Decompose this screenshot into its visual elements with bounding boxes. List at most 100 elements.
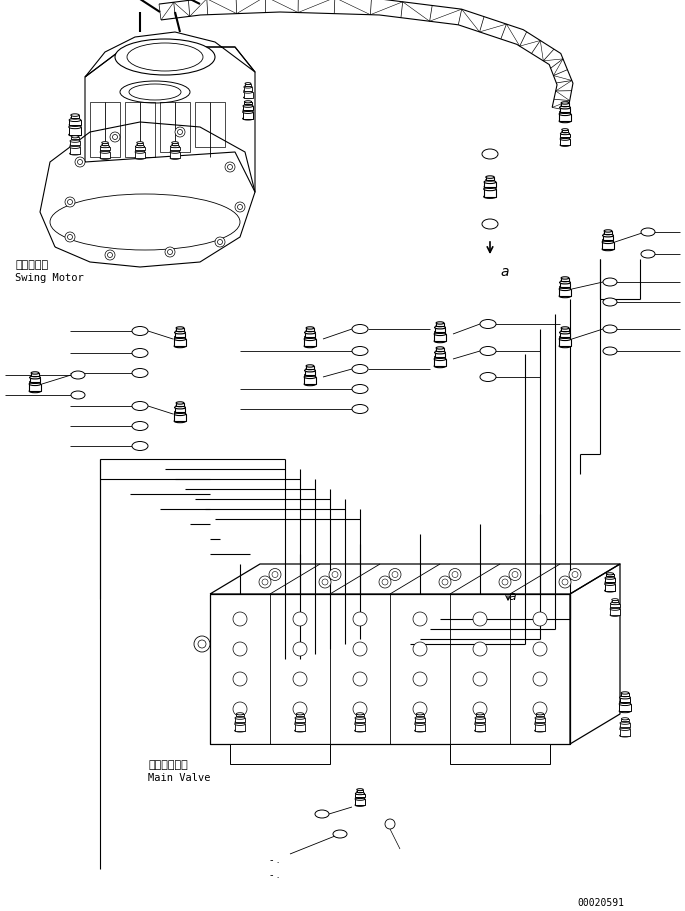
Ellipse shape — [436, 325, 444, 327]
Ellipse shape — [235, 722, 245, 723]
Ellipse shape — [434, 332, 445, 334]
Bar — [71, 138, 79, 140]
Bar — [137, 144, 143, 146]
Ellipse shape — [31, 375, 39, 377]
Ellipse shape — [243, 97, 253, 99]
Ellipse shape — [297, 713, 303, 715]
Circle shape — [259, 577, 271, 589]
Ellipse shape — [486, 179, 494, 182]
Bar — [136, 148, 145, 151]
Ellipse shape — [356, 793, 364, 794]
Ellipse shape — [619, 710, 631, 713]
Ellipse shape — [174, 413, 186, 416]
Ellipse shape — [415, 717, 425, 720]
Ellipse shape — [620, 734, 630, 737]
Ellipse shape — [561, 280, 569, 282]
Ellipse shape — [171, 146, 179, 148]
Bar — [160, 103, 190, 153]
Ellipse shape — [243, 106, 253, 108]
Bar — [434, 334, 446, 342]
Ellipse shape — [352, 347, 368, 356]
Ellipse shape — [174, 338, 186, 342]
Ellipse shape — [352, 325, 368, 334]
Bar — [621, 693, 629, 696]
Ellipse shape — [356, 713, 364, 715]
Ellipse shape — [137, 145, 143, 147]
Circle shape — [353, 642, 367, 656]
Circle shape — [509, 568, 521, 581]
Bar — [484, 183, 496, 188]
Bar — [561, 329, 569, 332]
Circle shape — [272, 572, 278, 578]
Bar — [434, 353, 445, 358]
Ellipse shape — [416, 713, 423, 715]
Ellipse shape — [127, 44, 203, 72]
Circle shape — [293, 612, 307, 627]
Ellipse shape — [535, 722, 545, 723]
Bar — [101, 144, 108, 146]
Ellipse shape — [136, 146, 145, 148]
Bar — [135, 153, 145, 159]
Circle shape — [533, 642, 547, 656]
Bar — [235, 718, 245, 722]
Bar — [172, 144, 178, 146]
Ellipse shape — [245, 104, 251, 107]
Ellipse shape — [172, 142, 178, 145]
Ellipse shape — [560, 107, 571, 110]
Bar — [195, 103, 225, 148]
Ellipse shape — [235, 717, 245, 720]
Bar — [101, 148, 110, 151]
Ellipse shape — [484, 188, 497, 191]
Ellipse shape — [606, 576, 614, 578]
Bar — [171, 148, 179, 151]
Ellipse shape — [101, 142, 108, 145]
Bar — [355, 724, 365, 731]
Bar — [242, 113, 253, 119]
Ellipse shape — [175, 332, 186, 334]
Text: 00020591: 00020591 — [577, 897, 624, 907]
Ellipse shape — [434, 327, 445, 330]
Bar — [415, 718, 425, 722]
Ellipse shape — [619, 696, 630, 699]
Circle shape — [379, 577, 391, 589]
Ellipse shape — [132, 349, 148, 358]
Ellipse shape — [115, 40, 215, 76]
Circle shape — [413, 612, 427, 627]
Ellipse shape — [603, 299, 617, 307]
Circle shape — [165, 248, 175, 258]
Ellipse shape — [602, 249, 614, 251]
Bar — [620, 729, 630, 736]
Circle shape — [238, 205, 242, 210]
Ellipse shape — [621, 721, 629, 722]
Circle shape — [413, 642, 427, 656]
Bar — [416, 714, 423, 716]
Bar — [306, 366, 314, 369]
Bar — [230, 744, 330, 764]
Ellipse shape — [621, 692, 629, 694]
Bar — [234, 724, 245, 731]
Bar — [605, 584, 615, 591]
Circle shape — [382, 579, 388, 586]
Ellipse shape — [297, 715, 303, 718]
Ellipse shape — [101, 150, 110, 152]
Ellipse shape — [50, 195, 240, 251]
Bar — [295, 724, 306, 731]
Ellipse shape — [305, 374, 316, 377]
Ellipse shape — [136, 150, 145, 152]
Ellipse shape — [306, 365, 314, 368]
Ellipse shape — [176, 404, 184, 407]
Ellipse shape — [562, 132, 569, 134]
Ellipse shape — [610, 608, 620, 610]
Ellipse shape — [560, 111, 571, 115]
Circle shape — [442, 579, 448, 586]
Circle shape — [329, 568, 341, 581]
Ellipse shape — [535, 717, 545, 720]
Ellipse shape — [304, 384, 316, 386]
Circle shape — [198, 640, 206, 649]
Ellipse shape — [29, 390, 41, 394]
Ellipse shape — [333, 830, 347, 838]
Bar — [559, 290, 571, 297]
Bar — [304, 377, 316, 384]
Ellipse shape — [70, 145, 80, 148]
Circle shape — [572, 572, 578, 578]
